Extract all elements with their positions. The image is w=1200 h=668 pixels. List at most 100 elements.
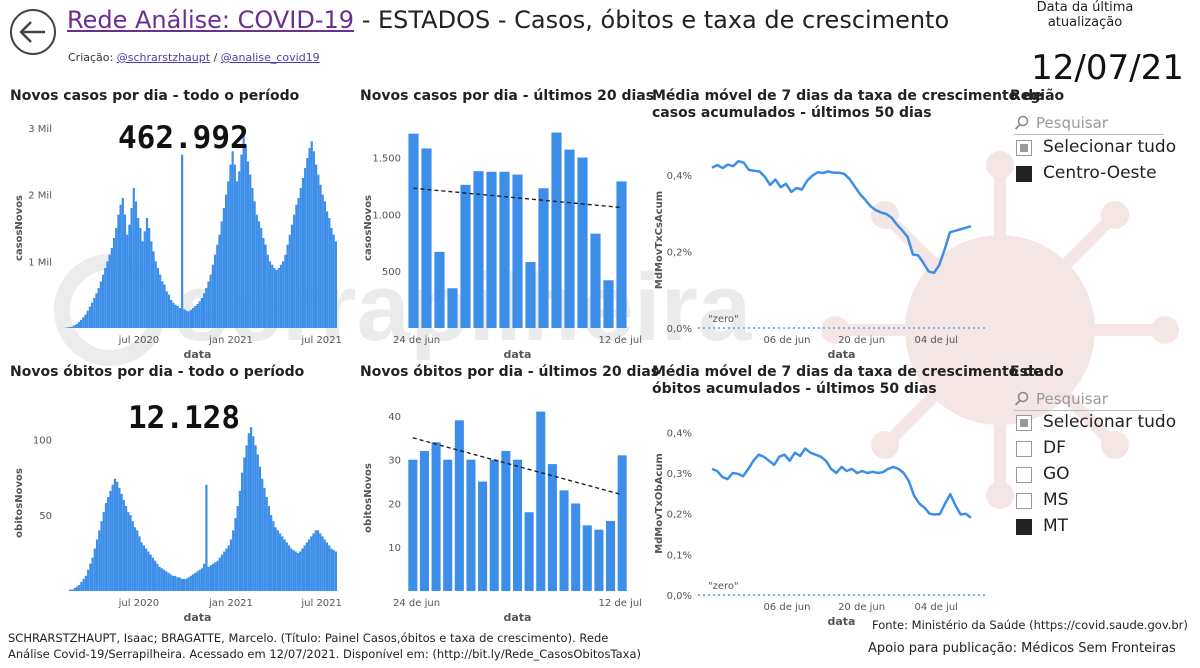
bar xyxy=(156,268,160,328)
bar xyxy=(203,563,206,591)
y-tick-label: 20 xyxy=(388,499,401,510)
region-search-input[interactable]: Pesquisar xyxy=(1014,113,1164,135)
bar xyxy=(66,327,69,328)
checkbox-unchecked-icon xyxy=(1016,467,1032,483)
bar xyxy=(263,487,266,591)
bar xyxy=(271,264,274,328)
bar xyxy=(170,300,173,328)
bar xyxy=(314,530,317,591)
checkbox-checked-icon xyxy=(1016,519,1032,535)
bar xyxy=(171,575,175,591)
bar xyxy=(617,455,627,591)
credits-prefix: Criação: xyxy=(68,51,117,64)
x-axis-label: data xyxy=(828,348,856,361)
cases-all-chart[interactable]: 1 Mil 2 Mil 3 Mil jul 2020 jan 2021 jul 2021 d… xyxy=(10,118,345,361)
y-tick-label: 0,4% xyxy=(667,428,692,439)
x-axis-label: data xyxy=(504,611,532,624)
bar xyxy=(185,310,188,328)
bar xyxy=(133,527,137,591)
bar xyxy=(317,174,320,328)
bar xyxy=(332,234,335,328)
bar xyxy=(187,577,190,591)
bar xyxy=(214,562,217,591)
bar xyxy=(323,539,326,591)
bar xyxy=(303,545,306,591)
title-text: - ESTADOS - Casos, óbitos e taxa de cres… xyxy=(354,6,950,34)
bar xyxy=(229,539,233,591)
bar xyxy=(123,214,127,328)
back-button[interactable] xyxy=(10,9,56,55)
bar xyxy=(107,496,110,591)
bar xyxy=(178,308,182,328)
trend-line xyxy=(412,437,623,496)
bar xyxy=(169,574,172,591)
bar xyxy=(211,264,214,328)
bar xyxy=(127,512,130,591)
state-search-input[interactable]: Pesquisar xyxy=(1014,389,1164,411)
bar xyxy=(287,545,291,591)
deaths-growth-chart[interactable]: 0,0% 0,1% 0,2% 0,3% 0,4% 06 de jun 20 de jun 04… xyxy=(652,400,997,628)
bar xyxy=(141,241,144,328)
bar xyxy=(202,293,206,328)
cases-growth-chart[interactable]: 0,0% 0,2% 0,4% 06 de jun 20 de jun 04 de jul d… xyxy=(652,130,997,361)
deaths-all-chart[interactable]: 50 100 jul 2020 jan 2021 jul 2021 data obitosN… xyxy=(10,395,345,624)
bar xyxy=(159,274,162,328)
bar xyxy=(246,161,250,328)
citation: SCHRARSTZHAUPT, Isaac; BRAGATTE, Marcelo… xyxy=(8,631,641,661)
zero-annotation: "zero" xyxy=(708,581,739,592)
bar xyxy=(577,157,588,328)
bar xyxy=(316,530,320,591)
data-source: Fonte: Ministério da Saúde (https://covi… xyxy=(872,618,1188,632)
bar xyxy=(277,268,280,328)
title-link[interactable]: Rede Análise: COVID-19 xyxy=(67,6,355,34)
bar xyxy=(77,322,80,328)
bar xyxy=(443,459,453,591)
bar xyxy=(290,548,293,591)
bar xyxy=(582,525,592,591)
bar xyxy=(189,575,192,591)
y-tick-label: 0,1% xyxy=(667,550,692,561)
bar xyxy=(408,133,419,328)
credit-link-2[interactable]: @analise_covid19 xyxy=(220,51,320,64)
bar xyxy=(293,214,296,328)
cases-all-title: Novos casos por dia - todo o período xyxy=(10,88,300,104)
bar xyxy=(97,288,100,328)
bar xyxy=(87,569,90,591)
deaths-20-chart[interactable]: 10 20 30 40 24 de jun 12 de jul data obitosNovo… xyxy=(355,395,642,624)
bar xyxy=(249,174,252,328)
y-tick-label: 1.500 xyxy=(372,154,401,165)
bar xyxy=(194,572,197,591)
bar xyxy=(305,542,308,591)
update-label: Data da última atualização xyxy=(1036,0,1134,30)
bar xyxy=(301,178,305,328)
bar xyxy=(603,280,614,328)
cases-20-chart[interactable]: 500 1.000 1.500 24 de jun 12 de jul data casos… xyxy=(355,118,642,361)
bar xyxy=(216,244,219,328)
bar xyxy=(266,254,269,328)
x-axis-label: data xyxy=(828,615,856,628)
bar xyxy=(306,158,309,328)
cases-total: 462.992 xyxy=(118,120,249,156)
x-tick-label: 04 de jul xyxy=(914,335,957,346)
bar xyxy=(151,557,154,591)
bar xyxy=(447,288,458,328)
bar xyxy=(241,472,244,591)
bar xyxy=(148,228,151,328)
bar xyxy=(205,288,208,328)
bar xyxy=(257,221,261,328)
bar xyxy=(78,584,81,591)
bar xyxy=(73,325,76,328)
bar xyxy=(139,228,142,328)
bar xyxy=(229,164,232,328)
bar xyxy=(321,536,324,591)
bar xyxy=(501,450,511,591)
bar xyxy=(154,261,157,328)
bar xyxy=(299,551,302,591)
bar xyxy=(71,326,74,328)
bar xyxy=(174,304,177,328)
bar xyxy=(82,317,85,328)
bar xyxy=(196,571,199,591)
bar xyxy=(89,563,92,591)
credit-link-1[interactable]: @schrarstzhaupt xyxy=(116,51,211,64)
deaths-growth-title-1: Média móvel de 7 dias da taxa de crescim… xyxy=(652,364,1043,380)
